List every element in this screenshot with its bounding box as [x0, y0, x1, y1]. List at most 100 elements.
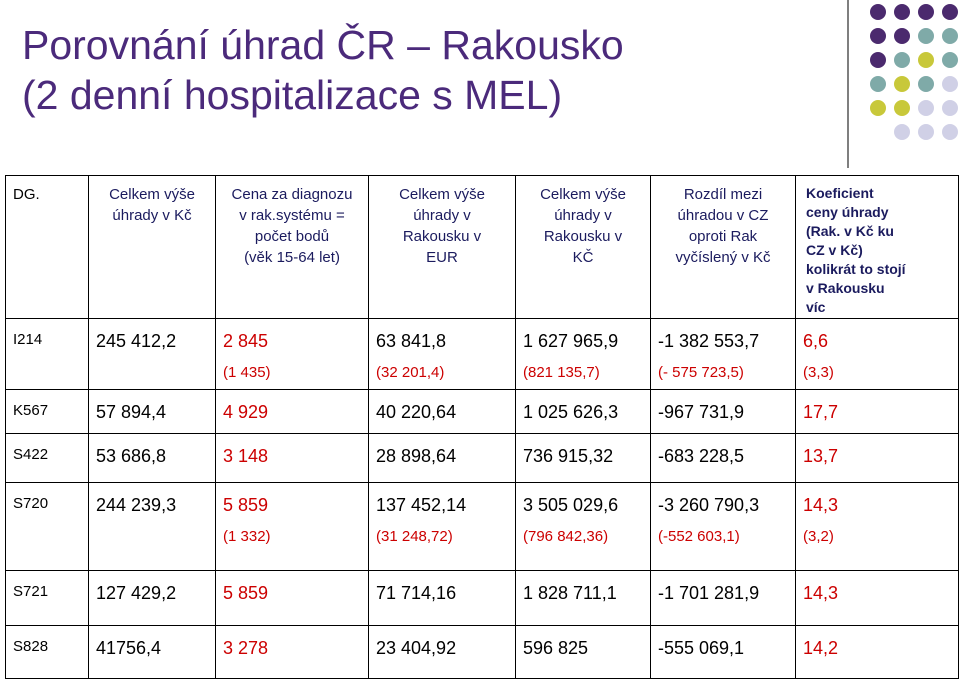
cell-text: K567: [13, 402, 49, 419]
dot: [894, 28, 910, 44]
cell-text: 137 452,14: [376, 495, 467, 515]
table-cell: 28 898,64: [368, 433, 516, 483]
table-cell: -555 069,1: [650, 625, 796, 679]
cell-text: (3,2): [803, 528, 834, 545]
cell-text: -555 069,1: [658, 638, 745, 658]
cell-text: (- 575 723,5): [658, 364, 744, 381]
dot: [918, 76, 934, 92]
cell-text: 245 412,2: [96, 331, 177, 351]
header-text: Celkem výše: [399, 186, 485, 203]
table-cell: 736 915,32: [515, 433, 651, 483]
cell-text: 23 404,92: [376, 638, 457, 658]
table-cell: 57 894,4: [88, 389, 216, 434]
header-cell: DG.: [5, 175, 89, 319]
table-cell: -967 731,9: [650, 389, 796, 434]
dot: [942, 28, 958, 44]
dot: [918, 100, 934, 116]
table-cell: -1 382 553,7 (- 575 723,5): [650, 318, 796, 390]
header-text: Rakousku v: [402, 228, 482, 245]
cell-text: 6,6: [803, 331, 829, 351]
cell-text: 40 220,64: [376, 402, 457, 422]
dot: [942, 76, 958, 92]
cell-text: 244 239,3: [96, 495, 177, 515]
table-cell: -3 260 790,3 (-552 603,1): [650, 482, 796, 571]
table-cell: 4 929: [215, 389, 369, 434]
dot: [918, 28, 934, 44]
header-text: Cena za diagnozu: [231, 186, 353, 203]
cell-text: 3 278: [223, 638, 269, 658]
header-cell: Celkem výše úhrady v Kč: [88, 175, 216, 319]
header-text: Celkem výše: [540, 186, 626, 203]
table: DG. Celkem výše úhrady v Kč Cena za diagnoz…: [5, 175, 959, 679]
header-text: úhrady v: [554, 207, 612, 224]
table-cell: 244 239,3: [88, 482, 216, 571]
table-cell: 5 859: [215, 570, 369, 626]
cell-text: 736 915,32: [523, 446, 614, 466]
table-cell: I214: [5, 318, 89, 390]
table-row: I214 245 412,2 2 845 (1 435) 63 841,8 (32 201…: [5, 318, 959, 390]
cell-text: 2 845: [223, 331, 269, 351]
cell-text: -3 260 790,3: [658, 495, 760, 515]
cell-text: (796 842,36): [523, 528, 609, 545]
cell-text: 3 505 029,6: [523, 495, 619, 515]
dot-grid: [870, 4, 958, 140]
table-cell: -1 701 281,9: [650, 570, 796, 626]
header-text: DG.: [13, 186, 40, 203]
cell-text: 1 025 626,3: [523, 402, 619, 422]
table-cell: S422: [5, 433, 89, 483]
dot: [894, 4, 910, 20]
dot: [870, 28, 886, 44]
table-cell: 1 828 711,1: [515, 570, 651, 626]
table-row: S721 127 429,2 5 859 71 714,16 1 828 711,1 -1…: [5, 570, 959, 626]
cell-text: 596 825: [523, 638, 589, 658]
table-cell: 13,7: [795, 433, 959, 483]
cell-text: 57 894,4: [96, 402, 167, 422]
table-cell: 14,3: [795, 570, 959, 626]
table-cell: 71 714,16: [368, 570, 516, 626]
cell-text: I214: [13, 331, 43, 348]
title-line: Porovnání úhrad ČR – Rakousko: [22, 22, 624, 68]
dot: [870, 52, 886, 68]
cell-text: 5 859: [223, 583, 269, 603]
table-cell: 3 505 029,6 (796 842,36): [515, 482, 651, 571]
cell-text: S828: [13, 638, 49, 655]
header-text: úhrady v Kč: [112, 207, 192, 224]
dot: [918, 4, 934, 20]
table-cell: 41756,4: [88, 625, 216, 679]
header-text: úhradou v CZ: [677, 207, 769, 224]
header-text: Celkem výše: [109, 186, 195, 203]
header-text: ceny úhrady: [806, 204, 889, 220]
table-cell: K567: [5, 389, 89, 434]
dot: [942, 52, 958, 68]
cell-text: (31 248,72): [376, 528, 453, 545]
table-cell: 14,3 (3,2): [795, 482, 959, 571]
dot: [918, 52, 934, 68]
cell-text: (821 135,7): [523, 364, 600, 381]
cell-text: 127 429,2: [96, 583, 177, 603]
cell-text: (1 332): [223, 528, 271, 545]
table-row: S720 244 239,3 5 859 (1 332) 137 452,14 (31 2…: [5, 482, 959, 571]
header-text: v Rakousku: [806, 280, 885, 296]
cell-text: 71 714,16: [376, 583, 457, 603]
header-cell: Celkem výše úhrady v Rakousku v EUR: [368, 175, 516, 319]
table-row: S422 53 686,8 3 148 28 898,64 736 915,32 -683…: [5, 433, 959, 483]
dot: [942, 100, 958, 116]
cell-text: 1 627 965,9: [523, 331, 619, 351]
table-cell: 245 412,2: [88, 318, 216, 390]
cell-text: 3 148: [223, 446, 269, 466]
table-cell: 127 429,2: [88, 570, 216, 626]
table-cell: S720: [5, 482, 89, 571]
table-cell: -683 228,5: [650, 433, 796, 483]
cell-text: 41756,4: [96, 638, 162, 658]
cell-text: 14,3: [803, 495, 839, 515]
table-cell: 2 845 (1 435): [215, 318, 369, 390]
title: Porovnání úhrad ČR – Rakousko (2 denní h…: [22, 20, 624, 120]
table-cell: 1 627 965,9 (821 135,7): [515, 318, 651, 390]
cell-text: (3,3): [803, 364, 834, 381]
table-cell: 40 220,64: [368, 389, 516, 434]
table-row: S828 41756,4 3 278 23 404,92 596 825 -555 069…: [5, 625, 959, 679]
cell-text: 14,3: [803, 583, 839, 603]
header-text: oproti Rak: [688, 228, 758, 245]
header-text: (věk 15-64 let): [244, 249, 340, 266]
